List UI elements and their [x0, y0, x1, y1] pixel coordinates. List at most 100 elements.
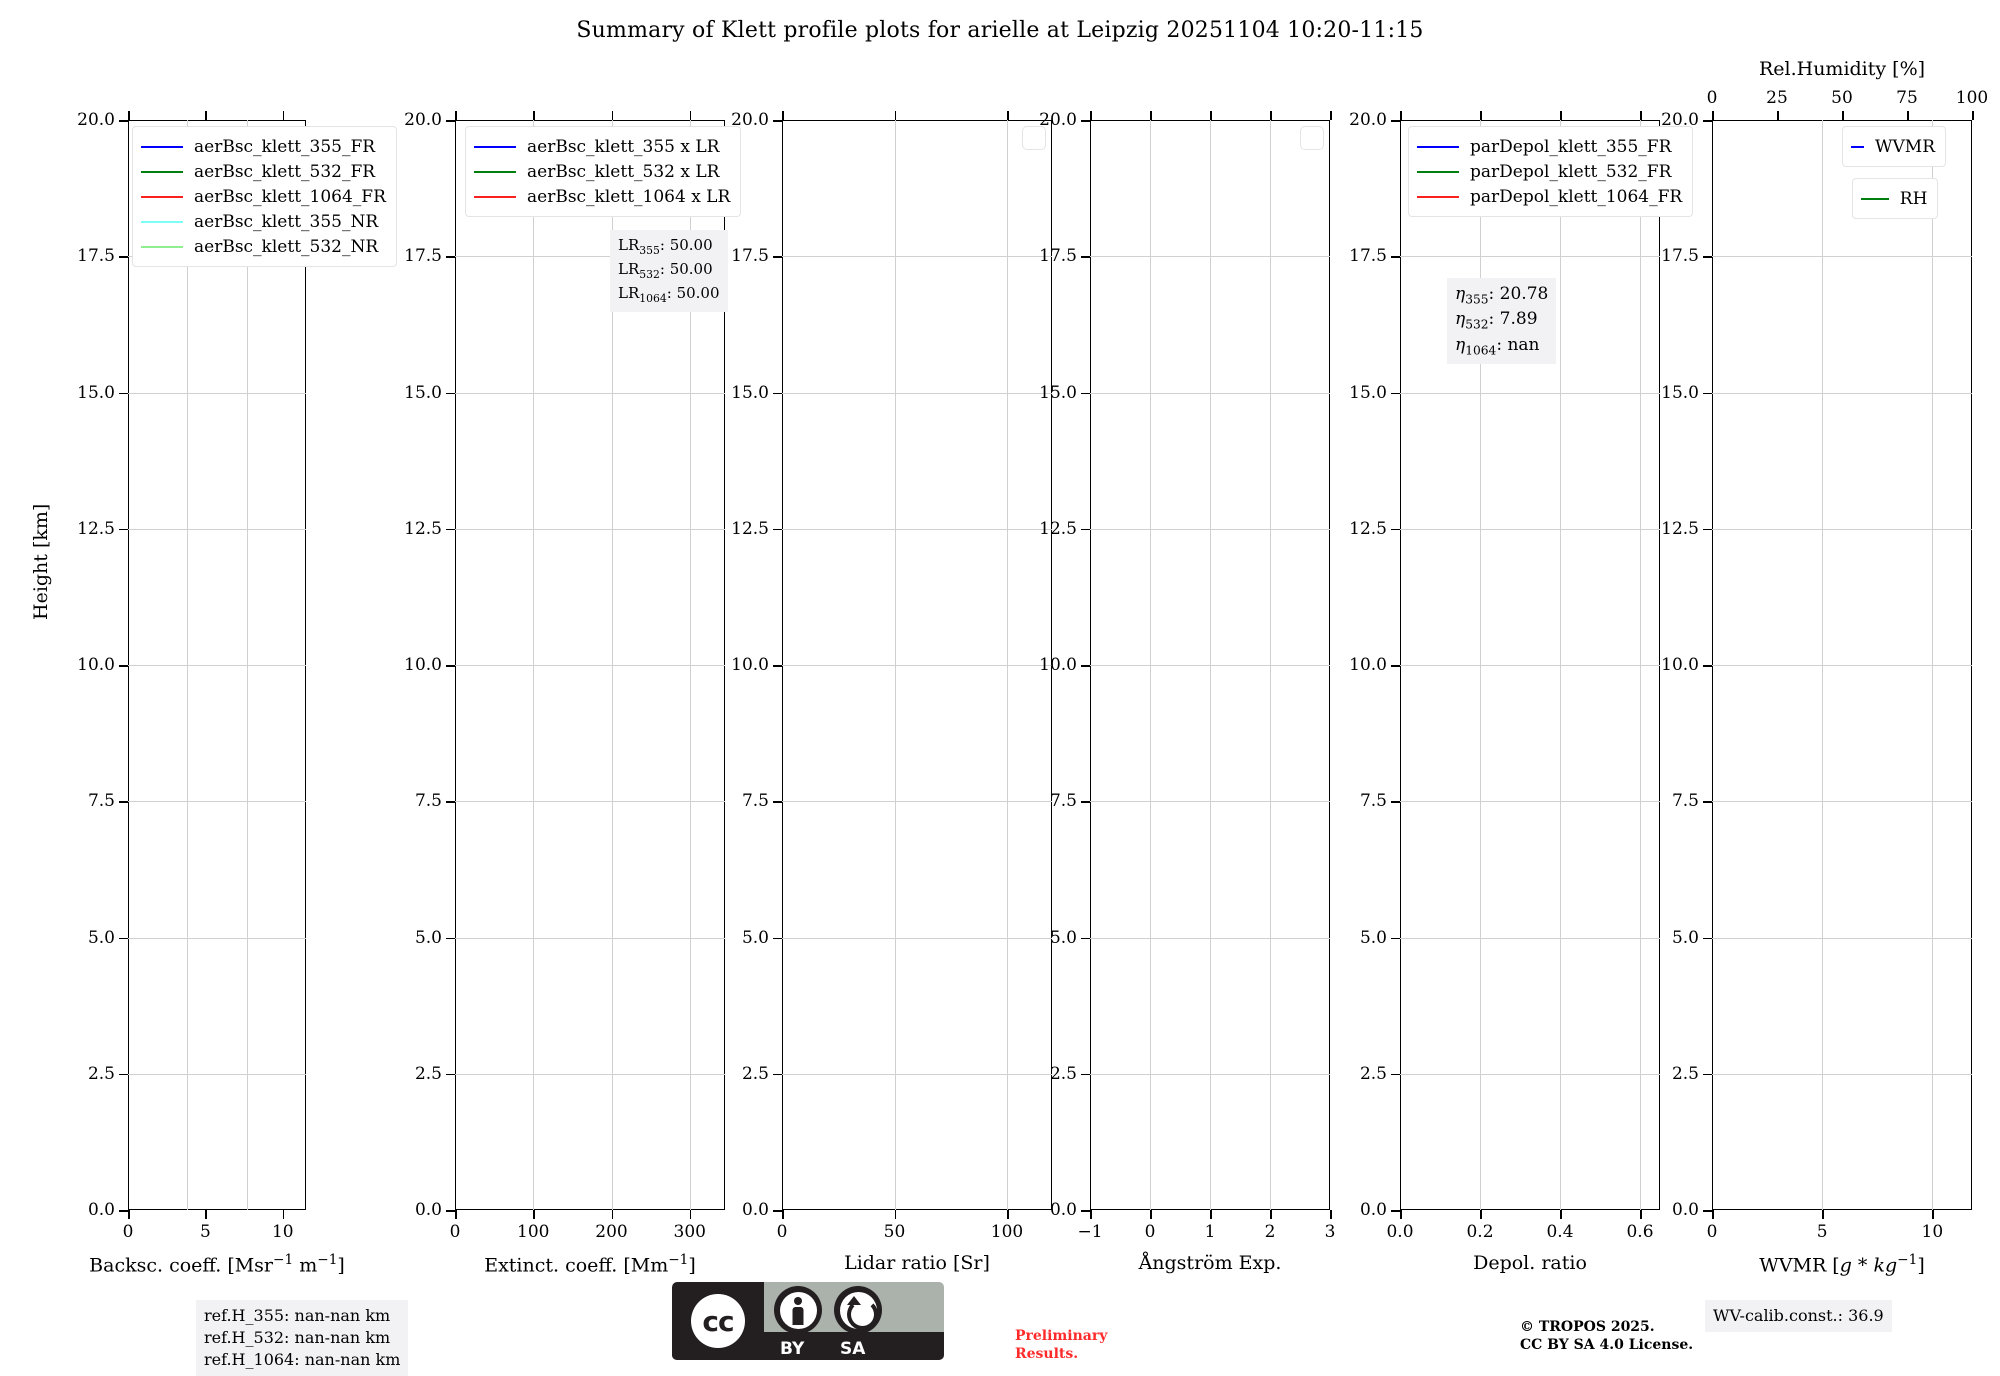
y-tick-label: 12.5	[731, 518, 769, 539]
x-tick-label: 0.4	[1546, 1222, 1574, 1242]
y-tick-label: 2.5	[1049, 1063, 1077, 1084]
x-tick-label: 0.2	[1466, 1222, 1494, 1242]
y-tick-label: 15.0	[1039, 382, 1077, 403]
x-tick-label: 0	[449, 1222, 461, 1242]
x-axis-title-depol: Depol. ratio	[1473, 1252, 1587, 1274]
legend-label: parDepol_klett_355_FR	[1470, 136, 1672, 157]
x-axis-title-extinction: Extinct. coeff. [Mm−1]	[484, 1252, 696, 1277]
legend-item[interactable]: aerBsc_klett_355_FR	[141, 134, 386, 159]
x-tick-label-top: 50	[1831, 88, 1853, 108]
legend-label: aerBsc_klett_532_NR	[194, 236, 379, 257]
eta-532-value: η532: 7.89	[1455, 309, 1538, 332]
legend-item[interactable]: aerBsc_klett_532_NR	[141, 234, 386, 259]
x-tick-label: 0	[1144, 1222, 1156, 1242]
x-tick-label: 0	[776, 1222, 788, 1242]
x-tick-label: 0	[1706, 1222, 1718, 1242]
legend-item[interactable]: RH	[1861, 186, 1927, 211]
lr-355-value: LR355: 50.00	[618, 236, 713, 257]
cc-by-sa-license-badge[interactable]: cc BY SA	[672, 1282, 944, 1360]
y-tick-label: 7.5	[414, 791, 442, 812]
legend-item[interactable]: parDepol_klett_532_FR	[1417, 159, 1682, 184]
page-title: Summary of Klett profile plots for ariel…	[576, 18, 1424, 43]
y-tick-label: 17.5	[1349, 246, 1387, 267]
y-tick-label: 0.0	[1359, 1200, 1387, 1220]
y-tick-label: 12.5	[1661, 518, 1699, 539]
y-tick-label: 2.5	[741, 1063, 769, 1084]
x-tick-label: −1	[1077, 1222, 1103, 1242]
y-tick-label: 7.5	[87, 791, 115, 812]
y-tick-label: 5.0	[1359, 927, 1387, 948]
legend-extinction[interactable]: aerBsc_klett_355 x LR aerBsc_klett_532 x…	[465, 126, 742, 217]
cc-logo-icon: cc	[684, 1287, 752, 1355]
y-tick-label: 7.5	[1359, 791, 1387, 812]
legend-angstrom-empty[interactable]	[1300, 126, 1324, 150]
cc-by-label: BY	[780, 1339, 805, 1359]
y-tick-label: 10.0	[404, 655, 442, 675]
legend-color-swatch	[474, 195, 516, 198]
cc-by-person-icon	[774, 1286, 822, 1334]
y-tick-label: 7.5	[1049, 791, 1077, 812]
x-tick-label: 2	[1264, 1222, 1276, 1242]
legend-backscatter[interactable]: aerBsc_klett_355_FR aerBsc_klett_532_FR …	[132, 126, 397, 267]
legend-label: aerBsc_klett_1064 x LR	[527, 186, 731, 207]
y-tick-label: 5.0	[741, 927, 769, 948]
ref-height-1064: ref.H_1064: nan-nan km	[204, 1350, 401, 1370]
y-tick-label: 12.5	[404, 518, 442, 539]
legend-item[interactable]: aerBsc_klett_1064 x LR	[474, 184, 730, 209]
x-tick-label: 5	[1816, 1222, 1828, 1242]
legend-depolarization[interactable]: parDepol_klett_355_FR parDepol_klett_532…	[1408, 126, 1694, 217]
legend-label: aerBsc_klett_532 x LR	[527, 161, 720, 182]
copyright-line-1: © TROPOS 2025.	[1520, 1319, 1655, 1335]
preliminary-results-note: Preliminary Results.	[1015, 1328, 1107, 1363]
y-tick-label: 15.0	[77, 382, 115, 403]
legend-item[interactable]: aerBsc_klett_355 x LR	[474, 134, 730, 159]
legend-item[interactable]: aerBsc_klett_1064_FR	[141, 184, 386, 209]
y-tick-label: 15.0	[1349, 382, 1387, 403]
y-tick-label: 12.5	[1349, 518, 1387, 539]
y-tick-label: 2.5	[87, 1063, 115, 1084]
copyright-note: © TROPOS 2025. CC BY SA 4.0 License.	[1520, 1318, 1693, 1354]
legend-color-swatch	[1861, 197, 1889, 200]
legend-color-swatch	[474, 145, 516, 148]
legend-color-swatch	[1417, 195, 1459, 198]
y-tick-label: 20.0	[404, 110, 442, 130]
y-tick-label: 0.0	[87, 1200, 115, 1220]
y-tick-label: 5.0	[1049, 927, 1077, 948]
legend-label: aerBsc_klett_355_FR	[194, 136, 376, 157]
x-axis-title-backscatter: Backsc. coeff. [Msr−1 m−1]	[89, 1252, 345, 1277]
legend-item[interactable]: parDepol_klett_1064_FR	[1417, 184, 1682, 209]
y-tick-label: 2.5	[414, 1063, 442, 1084]
ref-height-355: ref.H_355: nan-nan km	[204, 1306, 391, 1325]
legend-wvmr[interactable]: WVMR	[1842, 126, 1946, 167]
panel-angstrom-exponent: 20.0 17.5 15.0 12.5 10.0 7.5 5.0 2.5 0.0…	[1039, 110, 1335, 1274]
y-tick-label: 17.5	[1039, 246, 1077, 267]
legend-relative-humidity[interactable]: RH	[1852, 178, 1939, 219]
y-tick-label: 20.0	[1039, 110, 1077, 130]
y-tick-label: 5.0	[414, 927, 442, 948]
legend-item[interactable]: parDepol_klett_355_FR	[1417, 134, 1682, 159]
y-tick-label: 20.0	[77, 110, 115, 130]
y-tick-label: 12.5	[1039, 518, 1077, 539]
x-tick-label: 200	[595, 1222, 628, 1242]
x-tick-label: 100	[517, 1222, 550, 1242]
x-tick-label-top: 100	[1955, 88, 1989, 108]
y-tick-label: 12.5	[77, 518, 115, 539]
legend-label: parDepol_klett_532_FR	[1470, 161, 1672, 182]
y-tick-label: 17.5	[77, 246, 115, 267]
preliminary-line-2: Results.	[1015, 1345, 1079, 1362]
legend-lidar-ratio-empty[interactable]	[1022, 126, 1046, 150]
eta-1064-value: η1064: nan	[1455, 334, 1540, 357]
legend-item[interactable]: WVMR	[1851, 134, 1935, 159]
y-tick-label: 10.0	[731, 655, 769, 675]
preliminary-line-1: Preliminary	[1015, 1328, 1108, 1344]
x-tick-label: 300	[673, 1222, 707, 1242]
y-tick-label: 20.0	[1349, 110, 1387, 130]
legend-item[interactable]: aerBsc_klett_532 x LR	[474, 159, 730, 184]
legend-item[interactable]: aerBsc_klett_355_NR	[141, 209, 386, 234]
y-tick-label: 0.0	[1049, 1200, 1077, 1220]
y-tick-label: 17.5	[1661, 246, 1699, 267]
legend-item[interactable]: aerBsc_klett_532_FR	[141, 159, 386, 184]
y-tick-label: 20.0	[731, 110, 769, 130]
cc-sa-label: SA	[840, 1339, 866, 1359]
y-tick-label: 2.5	[1359, 1063, 1387, 1084]
